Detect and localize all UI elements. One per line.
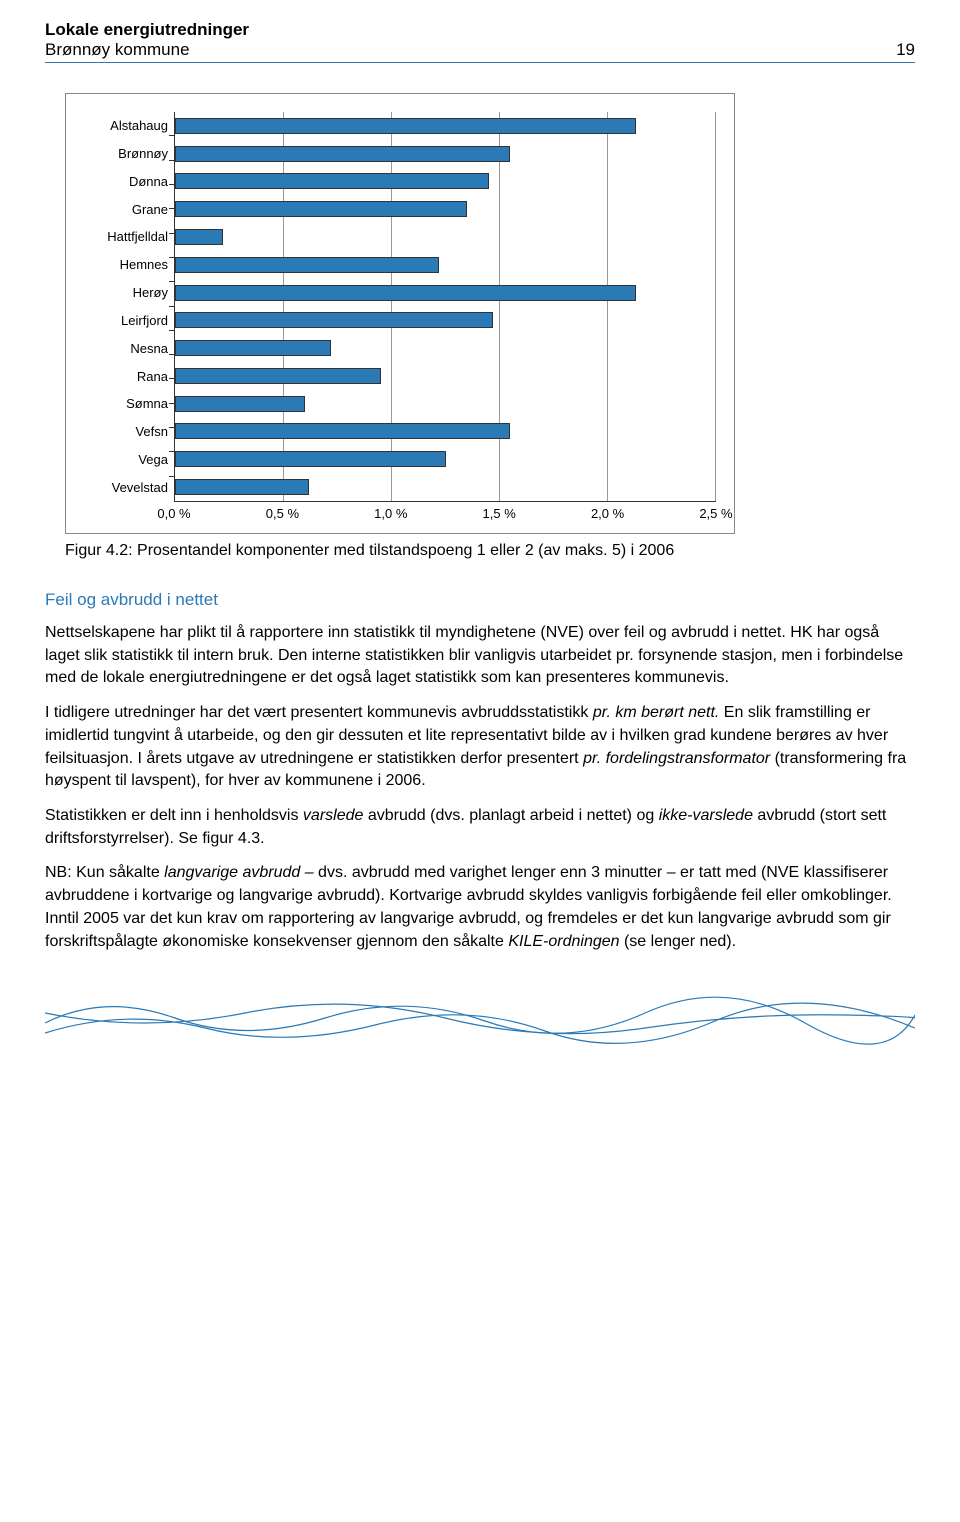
x-tick-label: 2,0 % [588,506,628,521]
paragraph-4: NB: Kun såkalte langvarige avbrudd – dvs… [45,862,915,953]
body-text: Nettselskapene har plikt til å rapporter… [45,622,915,953]
p3b: avbrudd (dvs. planlagt arbeid i nettet) … [363,807,658,824]
section-heading: Feil og avbrudd i nettet [45,590,915,610]
y-label: Grane [84,196,168,224]
plot-area [174,112,716,502]
bar-row [175,168,716,196]
y-label: Herøy [84,279,168,307]
y-axis-labels: AlstahaugBrønnøyDønnaGraneHattfjelldalHe… [84,112,174,502]
bar [175,423,510,439]
bar-row [175,195,716,223]
bar [175,479,309,495]
header-title: Lokale energiutredninger [45,20,249,40]
y-label: Nesna [84,335,168,363]
y-label: Vega [84,446,168,474]
y-label: Hattfjelldal [84,223,168,251]
page-number: 19 [896,40,915,60]
x-tick-label: 2,5 % [696,506,736,521]
bar-row [175,362,716,390]
bar [175,201,467,217]
y-label: Vefsn [84,418,168,446]
y-label: Hemnes [84,251,168,279]
bar-row [175,306,716,334]
y-label: Leirfjord [84,307,168,335]
bar [175,368,381,384]
y-label: Brønnøy [84,140,168,168]
bar [175,257,439,273]
paragraph-3: Statistikken er delt inn i henholdsvis v… [45,805,915,850]
chart-body: AlstahaugBrønnøyDønnaGraneHattfjelldalHe… [84,112,716,502]
bar-row [175,445,716,473]
bar [175,285,636,301]
p4c: (se lenger ned). [620,933,737,950]
bar-row [175,279,716,307]
header-subtitle: Brønnøy kommune [45,40,249,60]
bar-row [175,251,716,279]
figure-caption: Figur 4.2: Prosentandel komponenter med … [65,542,895,560]
bar [175,396,305,412]
p2-em2: pr. fordelingstransformator [583,750,770,767]
y-label: Sømna [84,390,168,418]
page-header: Lokale energiutredninger Brønnøy kommune… [45,20,915,63]
paragraph-1: Nettselskapene har plikt til å rapporter… [45,622,915,690]
bar-row [175,334,716,362]
bar [175,340,331,356]
bar-row [175,473,716,501]
p4-em1: langvarige avbrudd [164,864,300,881]
y-label: Vevelstad [84,474,168,502]
y-label: Alstahaug [84,112,168,140]
wave-svg [45,973,915,1063]
x-tick-label: 0,5 % [262,506,302,521]
bar-row [175,140,716,168]
x-axis-labels: 0,0 %0,5 %1,0 %1,5 %2,0 %2,5 % [174,506,716,521]
bar [175,312,493,328]
y-label: Dønna [84,168,168,196]
bar [175,451,446,467]
bar-row [175,418,716,446]
bar [175,146,510,162]
wave-footer [45,973,915,1063]
p3-em2: ikke-varslede [659,807,753,824]
bar [175,229,223,245]
x-tick-label: 1,0 % [371,506,411,521]
bar-row [175,390,716,418]
p2-em1: pr. km berørt nett. [593,704,720,721]
paragraph-2: I tidligere utredninger har det vært pre… [45,702,915,793]
y-label: Rana [84,363,168,391]
p3a: Statistikken er delt inn i henholdsvis [45,807,303,824]
bar-row [175,112,716,140]
bar-row [175,223,716,251]
p4a: NB: Kun såkalte [45,864,164,881]
bar-chart: AlstahaugBrønnøyDønnaGraneHattfjelldalHe… [65,93,735,534]
x-tick-label: 1,5 % [479,506,519,521]
bars [175,112,716,501]
x-tick-label: 0,0 % [154,506,194,521]
p4-em2: KILE-ordningen [508,933,619,950]
p2a: I tidligere utredninger har det vært pre… [45,704,593,721]
bar [175,173,489,189]
header-left: Lokale energiutredninger Brønnøy kommune [45,20,249,60]
p3-em1: varslede [303,807,363,824]
bar [175,118,636,134]
